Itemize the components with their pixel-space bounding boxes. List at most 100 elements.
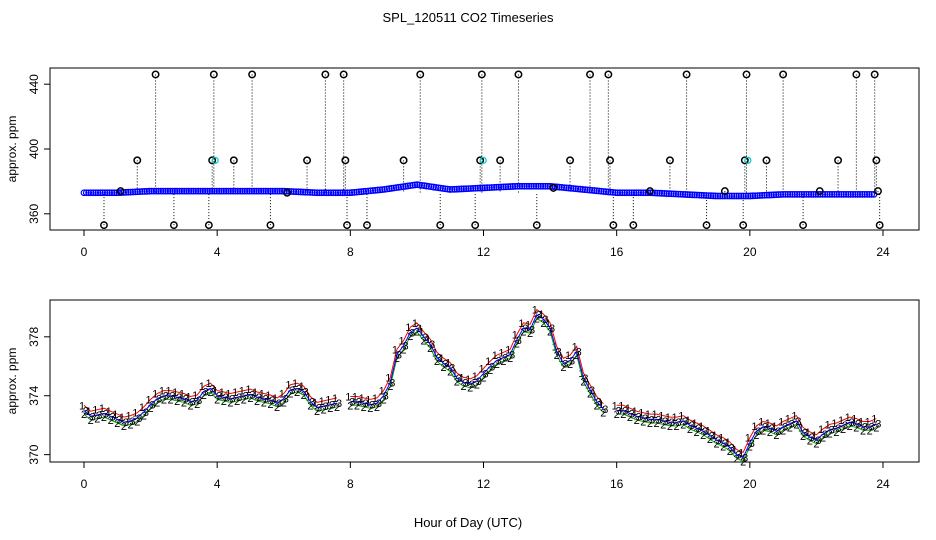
series-point-1: 1 [758,417,764,429]
x-tick-label: 8 [347,477,354,491]
baseline-point [369,187,377,194]
baseline-point [246,187,253,195]
series-point-2: 2 [733,453,739,465]
series-point-2: 2 [680,419,686,431]
series-point-3: 3 [669,417,675,429]
baseline-point [250,187,258,195]
series-point-3: 3 [229,394,235,406]
series-point-2: 2 [314,406,320,418]
baseline-point [162,187,169,195]
baseline-point [756,192,764,199]
series-point-2: 2 [374,402,380,414]
series-point-3: 3 [376,398,382,410]
baseline-point [311,189,319,197]
baseline-point [141,188,148,195]
spike-point [740,156,749,165]
spike-point [682,70,691,79]
series-point-1: 1 [239,386,245,398]
series-point-3: 3 [409,327,415,339]
series-point-2: 2 [467,383,473,395]
baseline-point [148,187,155,195]
series-point-1: 1 [785,414,791,426]
spike-point [116,187,125,196]
spike-point [739,221,748,230]
baseline-point [192,187,200,195]
baseline-point [824,190,831,198]
baseline-point [583,186,591,194]
spike-point [248,70,257,79]
series-point-2: 2 [88,415,94,427]
series-point-1: 1 [565,350,571,362]
series-point-2: 2 [873,422,879,434]
baseline-point [479,184,486,192]
series-point-3: 3 [263,394,269,406]
baseline-point [85,189,93,197]
x-tick-label: 4 [214,245,221,259]
series-point-1: 1 [625,403,631,415]
spike-point [341,156,350,165]
series-point-2: 2 [121,421,127,433]
baseline-point [304,188,312,196]
baseline-point [490,183,498,191]
series-point-2: 2 [247,393,253,405]
baseline-point [267,187,274,195]
series-point-1: 1 [199,381,205,393]
baseline-point [271,187,279,195]
series-point-2: 2 [860,425,866,437]
series-point-3: 3 [436,352,442,364]
baseline-point [837,190,845,198]
baseline-point [532,182,540,190]
series-point-1: 1 [478,363,484,375]
series-point-3: 3 [576,347,582,359]
series-point-3: 3 [369,400,375,412]
series-point-1: 1 [818,424,824,436]
series-point-3: 3 [735,450,741,462]
series-point-3: 3 [502,352,508,364]
series-point-2: 2 [207,387,213,399]
baseline-point [728,192,736,200]
baseline-point [763,191,771,199]
series-point-3: 3 [775,426,781,438]
series-point-1: 1 [692,418,698,430]
baseline-point [481,184,489,192]
x-axis-label: Hour of Day (UTC) [414,515,522,530]
series-point-2: 2 [294,387,300,399]
baseline-point [716,192,724,200]
series-point-1: 1 [392,344,398,356]
series-point-1: 1 [811,430,817,442]
spike-point [549,183,558,192]
baseline-point [94,189,102,197]
spike-point [720,187,729,196]
baseline-point [458,185,465,193]
series-point-2: 2 [414,327,420,339]
baseline-point [462,185,470,193]
series-point-3: 3 [656,414,662,426]
series-point-2: 2 [201,390,207,402]
baseline-point [488,184,496,191]
x-tick-label: 16 [610,245,624,259]
baseline-point [248,187,256,195]
baseline-point [810,190,817,198]
series-point-3: 3 [416,323,422,335]
baseline-point [229,187,237,195]
x-tick-label: 12 [477,477,491,491]
baseline-point [779,190,787,198]
series-point-1: 1 [139,402,145,414]
series-point-1: 1 [312,397,318,409]
baseline-point [639,189,647,197]
baseline-point [96,189,104,197]
baseline-point [828,190,836,198]
series-point-1: 1 [325,394,331,406]
baseline-point [858,190,866,198]
series-point-2: 2 [194,399,200,411]
baseline-point [378,186,386,194]
baseline-point [341,189,349,197]
spike-point [702,221,711,230]
baseline-point [856,190,864,198]
baseline-point [691,191,698,199]
series-point-3: 3 [769,423,775,435]
baseline-point [586,186,594,194]
series-point-3: 3 [462,377,468,389]
spike-point [229,156,238,165]
